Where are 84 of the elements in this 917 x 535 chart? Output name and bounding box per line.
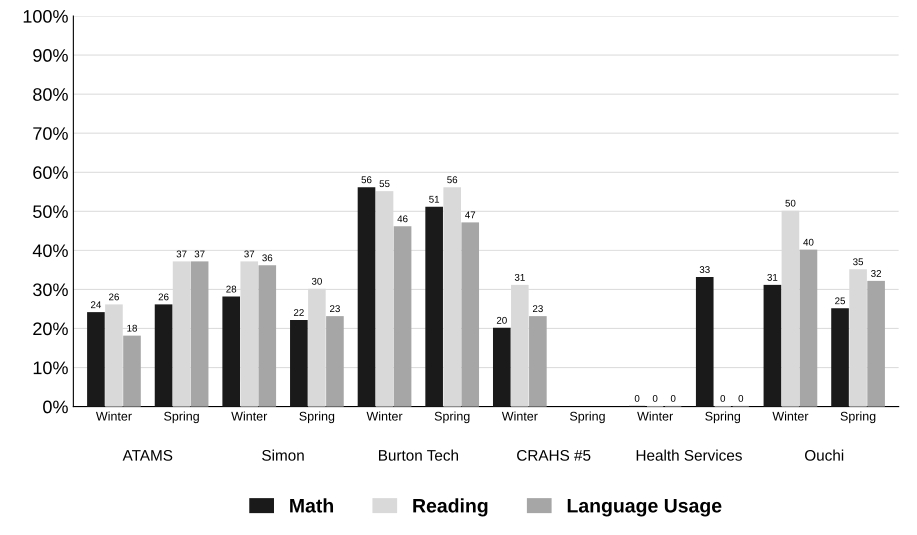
y-tick-label: 80% (33, 88, 68, 101)
bar (867, 280, 885, 407)
bar (492, 328, 511, 407)
data-label: 32 (871, 270, 882, 277)
legend-label: Language Usage (568, 499, 722, 517)
bar (290, 320, 308, 407)
bar (154, 304, 172, 407)
data-label: 0 (670, 395, 676, 402)
bar (222, 296, 240, 407)
data-label: 0 (634, 395, 640, 402)
x-tick-label: Winter (502, 411, 538, 421)
text: Health Services (636, 450, 742, 461)
bar (764, 284, 782, 407)
data-label: 0 (738, 395, 744, 402)
data-label: 23 (330, 305, 340, 312)
data-label: 50 (785, 200, 796, 207)
data-label: 24 (90, 301, 102, 308)
x-tick-label: Spring (840, 411, 876, 424)
data-label: 0 (652, 395, 658, 402)
data-label: 20 (496, 316, 507, 324)
data-label: 0 (720, 395, 726, 402)
bar (461, 222, 480, 407)
bar (258, 265, 276, 407)
text: Burton Tech (378, 450, 458, 461)
data-label: 36 (262, 254, 272, 262)
y-tick-label: 40% (32, 244, 68, 258)
data-label: 28 (226, 286, 236, 293)
y-tick-label: 0% (43, 400, 68, 414)
x-tick-label: Spring (705, 411, 740, 424)
bar (394, 226, 412, 407)
data-label: 35 (853, 258, 864, 266)
x-tick-label: Winter (366, 411, 402, 421)
legend-label: Reading (413, 498, 488, 517)
text: CRAHS #5 (517, 450, 590, 461)
x-tick-label: Winter (231, 411, 268, 421)
y-tick-label: 30% (33, 283, 68, 296)
data-label: 37 (194, 250, 205, 258)
data-label: 55 (380, 180, 390, 188)
bar (529, 316, 547, 407)
bar (326, 316, 344, 407)
y-tick-label: 60% (33, 166, 68, 179)
data-label: 51 (429, 196, 440, 203)
data-label: 40 (803, 238, 814, 246)
data-label: 47 (465, 212, 476, 218)
bar (123, 336, 141, 407)
data-label: 22 (294, 309, 304, 316)
data-label: 56 (361, 176, 372, 184)
y-tick-label: 70% (33, 127, 68, 140)
bar (696, 277, 714, 407)
data-label: 23 (532, 305, 543, 312)
x-tick-label: Spring (434, 411, 470, 424)
data-label: 30 (312, 278, 322, 285)
bar (800, 250, 818, 407)
y-tick-label: 20% (33, 322, 68, 336)
data-label: 18 (127, 324, 137, 332)
bar (190, 261, 208, 407)
data-label: 33 (700, 266, 710, 274)
legend-label: Math (290, 498, 334, 513)
bar (358, 187, 376, 407)
data-label: 31 (514, 274, 525, 281)
x-tick-label: Winter (96, 411, 132, 421)
x-tick-label: Winter (637, 411, 673, 421)
y-tick-label: 90% (33, 49, 68, 62)
x-tick-label: Spring (299, 411, 334, 424)
text: Ouchi (805, 450, 844, 461)
bar (425, 206, 443, 407)
data-label: 56 (447, 176, 458, 184)
data-label: 37 (244, 250, 254, 258)
data-label: 26 (109, 293, 119, 300)
y-tick-label: 50% (33, 205, 68, 218)
text: Simon (262, 450, 304, 461)
y-tick-label: 10% (34, 361, 68, 374)
y-tick-label: 100% (24, 10, 68, 23)
data-label: 37 (176, 250, 187, 258)
data-label: 46 (397, 215, 408, 222)
data-label: 26 (158, 293, 169, 300)
x-tick-label: Spring (570, 411, 605, 424)
x-tick-label: Winter (772, 411, 808, 421)
bar (831, 308, 849, 407)
x-tick-label: Spring (164, 411, 199, 424)
bar (87, 312, 105, 407)
text: ATAMS (122, 450, 172, 461)
data-label: 25 (835, 297, 846, 304)
data-label: 31 (767, 274, 778, 281)
